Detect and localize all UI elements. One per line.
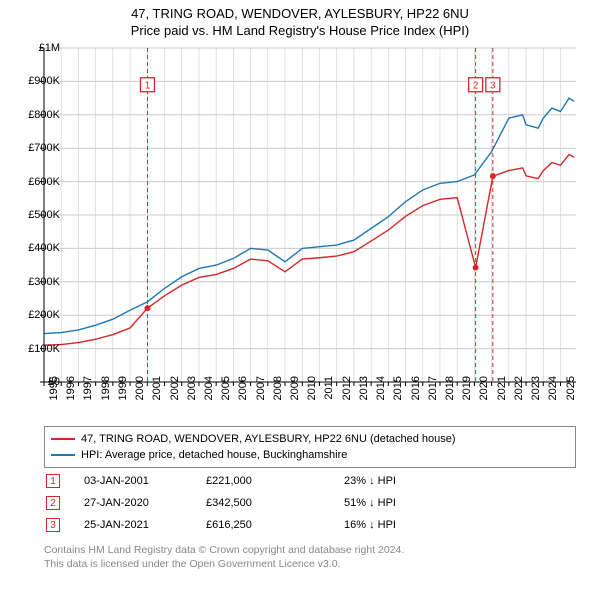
legend-swatch <box>51 454 75 456</box>
x-tick-label: 1998 <box>100 376 112 416</box>
y-tick-label: £400K <box>10 242 60 254</box>
footnote-line2: This data is licensed under the Open Gov… <box>44 558 576 572</box>
chart-container: 47, TRING ROAD, WENDOVER, AYLESBURY, HP2… <box>0 0 600 590</box>
transaction-marker: 2 <box>46 496 60 510</box>
x-tick-label: 2005 <box>220 376 232 416</box>
transaction-date: 25-JAN-2021 <box>68 519 198 531</box>
title-sub: Price paid vs. HM Land Registry's House … <box>0 23 600 38</box>
x-tick-label: 2013 <box>358 376 370 416</box>
transaction-marker: 3 <box>46 518 60 532</box>
x-tick-label: 2023 <box>530 376 542 416</box>
y-tick-label: £600K <box>10 176 60 188</box>
legend-row: 47, TRING ROAD, WENDOVER, AYLESBURY, HP2… <box>51 431 569 447</box>
transaction-price: £342,500 <box>206 497 336 509</box>
x-tick-label: 2015 <box>392 376 404 416</box>
x-tick-label: 2024 <box>547 376 559 416</box>
transaction-row: 1 03-JAN-2001 £221,000 23% ↓ HPI <box>44 470 576 492</box>
x-tick-label: 1999 <box>117 376 129 416</box>
x-tick-label: 2016 <box>410 376 422 416</box>
y-tick-label: £800K <box>10 109 60 121</box>
x-tick-label: 2002 <box>169 376 181 416</box>
price-chart: 1 23 <box>44 48 576 382</box>
legend-swatch <box>51 438 75 440</box>
x-tick-label: 2014 <box>375 376 387 416</box>
transaction-marker: 1 <box>46 474 60 488</box>
footnote-line1: Contains HM Land Registry data © Crown c… <box>44 544 576 558</box>
x-tick-label: 2018 <box>444 376 456 416</box>
svg-text:3: 3 <box>490 81 496 92</box>
y-tick-label: £700K <box>10 142 60 154</box>
y-tick-label: £900K <box>10 75 60 87</box>
transactions-table: 1 03-JAN-2001 £221,000 23% ↓ HPI 2 27-JAN-202… <box>44 470 576 536</box>
x-tick-label: 2004 <box>203 376 215 416</box>
transaction-diff: 51% ↓ HPI <box>344 497 464 509</box>
legend: 47, TRING ROAD, WENDOVER, AYLESBURY, HP2… <box>44 426 576 468</box>
x-tick-label: 2021 <box>496 376 508 416</box>
x-tick-label: 2008 <box>272 376 284 416</box>
transaction-row: 3 25-JAN-2021 £616,250 16% ↓ HPI <box>44 514 576 536</box>
y-tick-label: £500K <box>10 209 60 221</box>
transaction-date: 03-JAN-2001 <box>68 475 198 487</box>
x-tick-label: 1995 <box>48 376 60 416</box>
x-tick-label: 2022 <box>513 376 525 416</box>
transaction-row: 2 27-JAN-2020 £342,500 51% ↓ HPI <box>44 492 576 514</box>
x-tick-label: 2011 <box>323 376 335 416</box>
x-tick-label: 2010 <box>306 376 318 416</box>
x-tick-label: 2009 <box>289 376 301 416</box>
footnote: Contains HM Land Registry data © Crown c… <box>44 544 576 571</box>
x-tick-label: 2020 <box>478 376 490 416</box>
transaction-diff: 16% ↓ HPI <box>344 519 464 531</box>
title-main: 47, TRING ROAD, WENDOVER, AYLESBURY, HP2… <box>0 6 600 21</box>
legend-label: HPI: Average price, detached house, Buck… <box>81 449 347 461</box>
y-tick-label: £300K <box>10 276 60 288</box>
x-tick-label: 2003 <box>186 376 198 416</box>
transaction-price: £221,000 <box>206 475 336 487</box>
y-tick-label: £200K <box>10 309 60 321</box>
svg-text:2: 2 <box>473 81 479 92</box>
x-tick-label: 1997 <box>82 376 94 416</box>
x-tick-label: 2001 <box>151 376 163 416</box>
x-tick-label: 2006 <box>237 376 249 416</box>
transaction-price: £616,250 <box>206 519 336 531</box>
x-tick-label: 1996 <box>65 376 77 416</box>
y-tick-label: £1M <box>10 42 60 54</box>
legend-label: 47, TRING ROAD, WENDOVER, AYLESBURY, HP2… <box>81 433 456 445</box>
svg-text:1: 1 <box>145 81 151 92</box>
x-tick-label: 2025 <box>565 376 577 416</box>
y-tick-label: £100K <box>10 343 60 355</box>
x-tick-label: 2019 <box>461 376 473 416</box>
title-block: 47, TRING ROAD, WENDOVER, AYLESBURY, HP2… <box>0 0 600 38</box>
x-tick-label: 2017 <box>427 376 439 416</box>
transaction-diff: 23% ↓ HPI <box>344 475 464 487</box>
x-tick-label: 2007 <box>255 376 267 416</box>
transaction-date: 27-JAN-2020 <box>68 497 198 509</box>
legend-row: HPI: Average price, detached house, Buck… <box>51 447 569 463</box>
x-tick-label: 2000 <box>134 376 146 416</box>
x-tick-label: 2012 <box>341 376 353 416</box>
